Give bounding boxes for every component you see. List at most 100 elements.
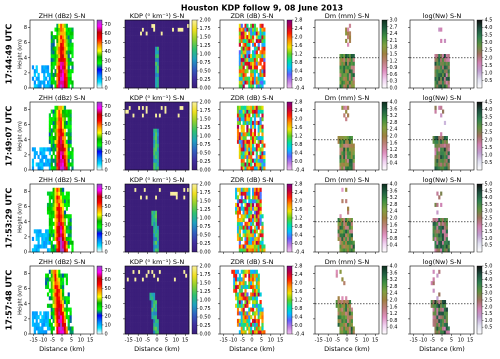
radar-cell xyxy=(263,28,265,32)
radar-cell xyxy=(125,166,127,170)
radar-cell xyxy=(54,289,56,293)
radar-cell xyxy=(71,326,73,330)
radar-cell xyxy=(131,54,133,58)
radar-cell xyxy=(172,46,174,50)
radar-cell xyxy=(142,315,144,319)
radar-cell xyxy=(243,113,245,117)
radar-cell xyxy=(47,311,49,315)
colorbar xyxy=(97,184,102,252)
radar-cell xyxy=(345,106,347,110)
radar-cell xyxy=(51,62,53,66)
radar-cell xyxy=(140,50,142,54)
radar-cell xyxy=(157,144,159,148)
radar-cell xyxy=(250,210,252,214)
radar-cell xyxy=(136,248,138,252)
radar-cell xyxy=(181,113,183,117)
radar-cell xyxy=(185,308,187,312)
radar-cell xyxy=(174,266,176,270)
radar-cell xyxy=(174,46,176,50)
radar-cell xyxy=(172,319,174,323)
radar-cell xyxy=(58,125,60,129)
radar-cell xyxy=(54,226,56,230)
radar-cell xyxy=(172,54,174,58)
radar-cell xyxy=(60,162,62,166)
colorbar-tick-label: 0.5 xyxy=(485,243,493,249)
radar-cell xyxy=(170,50,172,54)
radar-cell xyxy=(144,281,146,285)
radar-cell xyxy=(170,102,172,106)
radar-cell xyxy=(151,144,153,148)
radar-cell xyxy=(47,326,49,330)
radar-cell xyxy=(239,24,241,28)
radar-cell xyxy=(142,226,144,230)
radar-cell xyxy=(161,58,163,62)
radar-cell xyxy=(153,241,155,245)
radar-cell xyxy=(258,218,260,222)
radar-cell xyxy=(133,28,135,32)
radar-cell xyxy=(180,241,182,245)
radar-cell xyxy=(168,244,170,248)
radar-cell xyxy=(180,270,182,274)
radar-cell xyxy=(254,214,256,218)
radar-cell xyxy=(185,39,187,43)
colorbar-tick-label: 0.25 xyxy=(200,241,211,247)
radar-cell xyxy=(172,20,174,24)
radar-cell xyxy=(129,136,131,140)
radar-cell xyxy=(181,46,183,50)
radar-cell xyxy=(440,73,442,77)
radar-cell xyxy=(151,289,153,293)
radar-cell xyxy=(168,285,170,289)
radar-cell xyxy=(434,229,436,233)
radar-cell xyxy=(151,241,153,245)
radar-cell xyxy=(54,69,56,73)
radar-cell xyxy=(138,84,140,88)
radar-cell xyxy=(161,292,163,296)
radar-cell xyxy=(161,117,163,121)
colorbar-tick-label: 1.00 xyxy=(200,216,211,222)
radar-cell xyxy=(345,222,347,226)
radar-cell xyxy=(176,77,178,81)
radar-cell xyxy=(129,73,131,77)
radar-cell xyxy=(56,136,58,140)
radar-cell xyxy=(60,110,62,114)
radar-cell xyxy=(181,226,183,230)
radar-cell xyxy=(243,80,245,84)
radar-cell xyxy=(136,296,138,300)
radar-cell xyxy=(178,222,180,226)
radar-cell xyxy=(54,136,56,140)
radar-cell xyxy=(51,277,53,281)
radar-cell xyxy=(353,151,355,155)
radar-cell xyxy=(144,140,146,144)
radar-cell xyxy=(138,166,140,170)
radar-cell xyxy=(142,229,144,233)
radar-cell xyxy=(146,192,148,196)
radar-cell xyxy=(163,140,165,144)
radar-cell xyxy=(148,323,150,327)
radar-cell xyxy=(252,31,254,35)
radar-cell xyxy=(144,330,146,334)
radar-cell xyxy=(248,121,250,125)
radar-cell xyxy=(166,69,168,73)
radar-cell xyxy=(181,65,183,69)
radar-cell xyxy=(148,162,150,166)
radar-cell xyxy=(168,65,170,69)
radar-cell xyxy=(243,125,245,129)
radar-cell xyxy=(163,128,165,132)
radar-cell xyxy=(261,24,263,28)
radar-cell xyxy=(129,46,131,50)
radar-cell xyxy=(244,199,246,203)
radar-cell xyxy=(136,210,138,214)
radar-cell xyxy=(151,24,153,28)
radar-cell xyxy=(125,110,127,114)
radar-cell xyxy=(56,73,58,77)
radar-cell xyxy=(127,20,129,24)
radar-cell xyxy=(131,132,133,136)
radar-cell xyxy=(345,244,347,248)
radar-cell xyxy=(444,73,446,77)
radar-cell xyxy=(32,248,34,252)
radar-cell xyxy=(66,330,68,334)
radar-cell xyxy=(155,292,157,296)
radar-cell xyxy=(58,69,60,73)
radar-cell xyxy=(180,39,182,43)
radar-cell xyxy=(155,117,157,121)
